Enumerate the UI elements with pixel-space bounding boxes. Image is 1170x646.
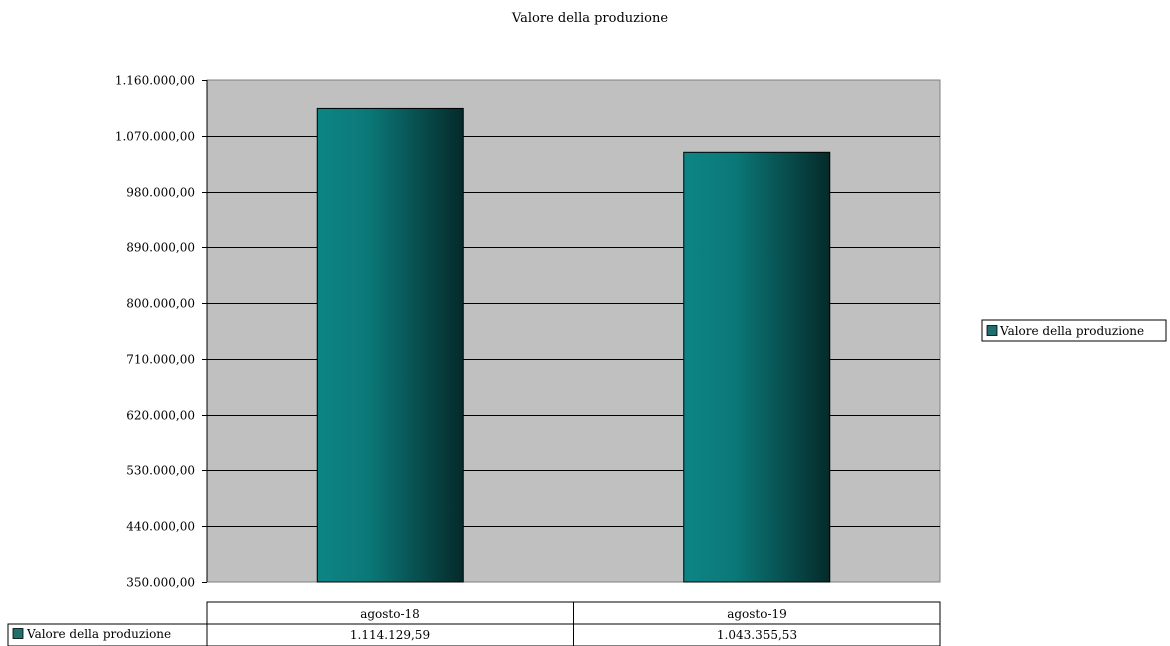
y-tick-label: 530.000,00 [126, 464, 195, 478]
y-axis-ticks: 350.000,00 440.000,00 530.000,00 620.000,00… [115, 74, 207, 590]
data-table-value-1: 1.114.129,59 [350, 628, 430, 642]
legend: Valore della produzione [981, 319, 1167, 342]
y-tick-label: 440.000,00 [126, 520, 195, 534]
data-table-value-2: 1.043.355,53 [717, 628, 797, 642]
chart-title: Valore della produzione [511, 11, 668, 26]
bars [316, 107, 831, 583]
y-tick-label: 890.000,00 [126, 241, 195, 255]
legend-key [986, 325, 998, 336]
y-tick-label: 620.000,00 [126, 409, 195, 423]
y-tick-label: 980.000,00 [126, 186, 195, 200]
data-table-series-label: Valore della produzione [26, 627, 171, 641]
y-tick-label: 1.160.000,00 [115, 74, 195, 88]
data-table-series-cell [7, 623, 208, 646]
y-tick-label: 350.000,00 [126, 576, 195, 590]
legend-label: Valore della produzione [999, 324, 1144, 338]
bar-agosto-19 [683, 151, 831, 583]
data-table-category-1: agosto-18 [360, 607, 420, 621]
y-tick-label: 710.000,00 [126, 353, 195, 367]
data-table: Valore della produzione agosto-18 agosto… [7, 601, 941, 646]
data-table-legend-key [12, 628, 24, 639]
bar-agosto-18 [316, 107, 464, 583]
y-tick-label: 1.070.000,00 [115, 130, 195, 144]
y-tick-label: 800.000,00 [126, 297, 195, 311]
legend-frame [981, 319, 1167, 342]
data-table-category-2: agosto-19 [727, 607, 787, 621]
